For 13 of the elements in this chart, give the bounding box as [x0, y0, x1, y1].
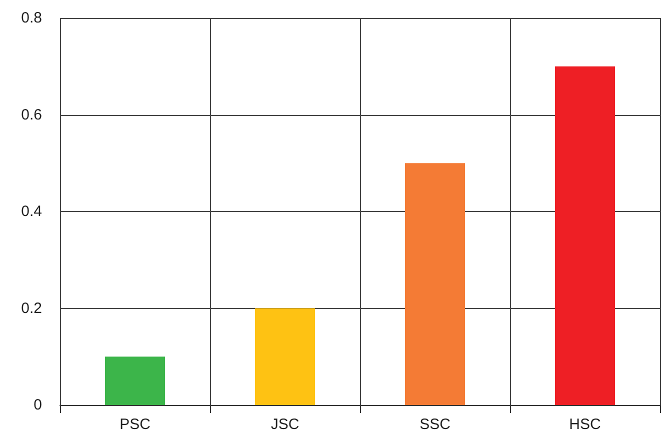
bar: [555, 66, 615, 405]
bar: [255, 308, 315, 405]
x-tick-label: JSC: [270, 416, 300, 433]
x-tick-label: HSC: [569, 416, 601, 433]
bar: [405, 163, 465, 405]
x-tick-label: PSC: [120, 416, 151, 433]
y-tick-label: 0.4: [21, 203, 42, 220]
x-tick-label: SSC: [420, 416, 451, 433]
bar: [105, 356, 165, 405]
y-tick-label: 0: [34, 396, 42, 414]
y-tick-label: 0.2: [21, 300, 42, 317]
y-tick-label: 0.8: [21, 10, 42, 26]
y-tick-label: 0.6: [21, 106, 42, 124]
